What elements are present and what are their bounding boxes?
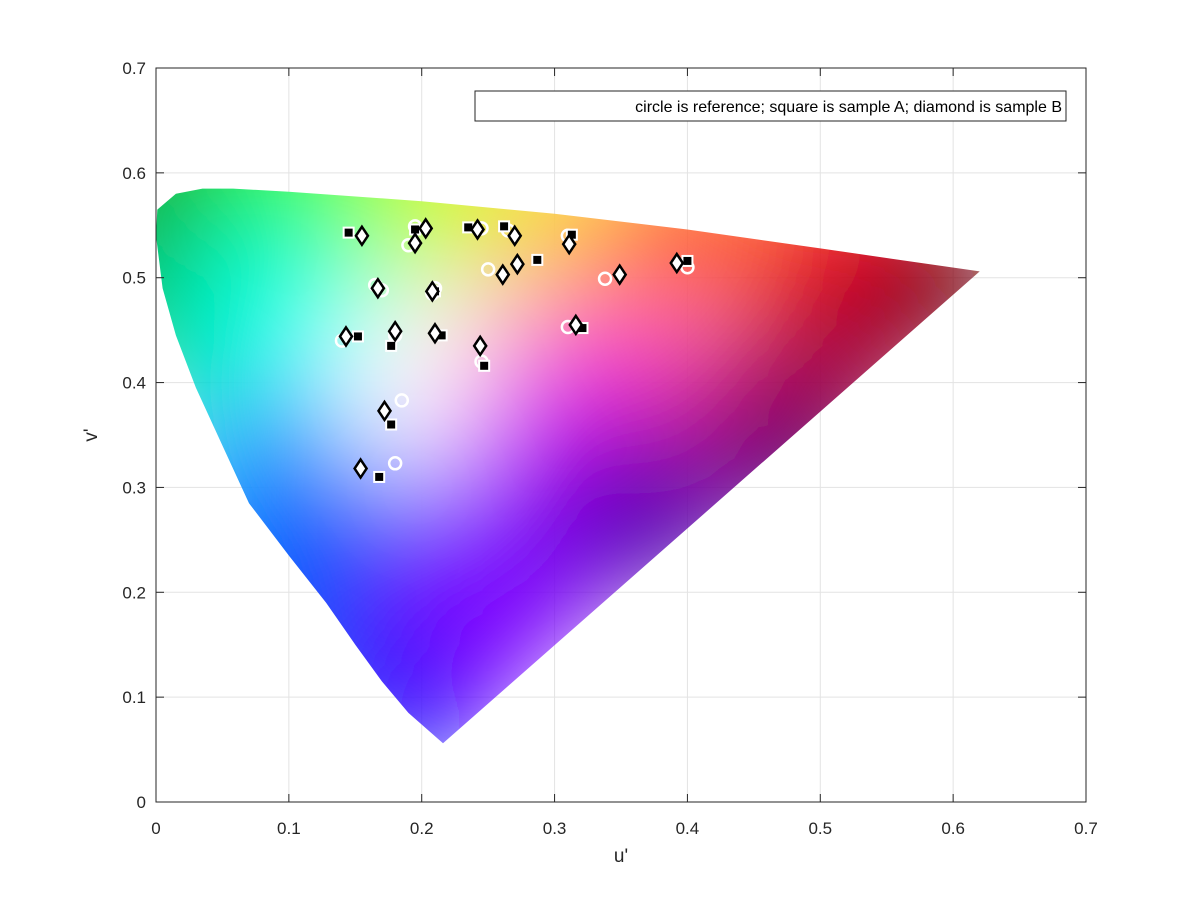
reference-circle-marker bbox=[597, 271, 613, 287]
reference-circle-marker bbox=[480, 262, 496, 277]
y-tick-label: 0.4 bbox=[122, 374, 146, 393]
x-tick-label: 0.6 bbox=[941, 819, 965, 838]
y-tick-label: 0.3 bbox=[122, 478, 146, 497]
sample-b-diamond-marker bbox=[427, 322, 443, 345]
sample-b-diamond-marker bbox=[338, 325, 354, 348]
sample-b-diamond-marker bbox=[470, 218, 486, 241]
axes-box bbox=[155, 67, 1087, 803]
sample-b-diamond-marker bbox=[418, 217, 434, 240]
sample-a-square-marker bbox=[385, 339, 398, 352]
sample-a-square-marker bbox=[478, 359, 491, 372]
axes: 0 0.1 0.2 0.3 0.4 0.5 0.6 0.7 0 0.1 0.2 0.3 0.4 0.5 0.… bbox=[122, 59, 1097, 838]
x-tick-label: 0.1 bbox=[277, 819, 301, 838]
y-tick-label: 0.1 bbox=[122, 688, 146, 707]
sample-b-diamond-marker bbox=[387, 319, 403, 343]
sample-b-diamond-marker bbox=[353, 457, 369, 480]
sample-b-diamond-marker bbox=[495, 263, 511, 286]
sample-b-diamond-marker bbox=[561, 232, 577, 256]
data-markers bbox=[334, 217, 695, 483]
sample-b-diamond-marker bbox=[424, 280, 440, 303]
sample-b-diamond-marker bbox=[507, 224, 523, 248]
sample-b-diamond-marker bbox=[377, 399, 393, 423]
sample-a-square-marker bbox=[681, 254, 694, 267]
sample-b-diamond-marker bbox=[568, 313, 584, 337]
y-axis-label: v' bbox=[81, 428, 102, 441]
legend: circle is reference; square is sample A;… bbox=[474, 90, 1067, 122]
y-tick-label: 0.5 bbox=[122, 269, 146, 288]
sample-b-diamond-marker bbox=[472, 334, 488, 358]
sample-a-square-marker bbox=[351, 330, 364, 343]
y-tick-label: 0.6 bbox=[122, 164, 146, 183]
legend-text: circle is reference; square is sample A;… bbox=[635, 99, 1062, 116]
x-tick-label: 0.5 bbox=[808, 819, 832, 838]
sample-b-diamond-marker bbox=[407, 231, 423, 255]
x-tick-label: 0 bbox=[151, 819, 160, 838]
gamut-color-blob bbox=[378, 471, 599, 692]
sample-b-diamond-marker bbox=[669, 251, 685, 275]
legend-box bbox=[474, 90, 1067, 122]
y-tick-label: 0.2 bbox=[122, 583, 146, 602]
x-tick-label: 0.2 bbox=[410, 819, 434, 838]
sample-a-square-marker bbox=[498, 220, 511, 233]
x-tick-label: 0.7 bbox=[1074, 819, 1098, 838]
sample-b-diamond-marker bbox=[354, 224, 370, 248]
y-tick-label: 0 bbox=[137, 793, 146, 812]
x-axis-label: u' bbox=[614, 846, 628, 867]
sample-b-diamond-marker bbox=[509, 252, 525, 276]
x-tick-label: 0.4 bbox=[676, 819, 700, 838]
reference-circle-marker bbox=[387, 456, 403, 471]
sample-b-diamond-marker bbox=[370, 276, 386, 300]
y-tick-label: 0.7 bbox=[122, 59, 146, 78]
sample-a-square-marker bbox=[385, 418, 398, 431]
sample-a-square-marker bbox=[373, 470, 386, 483]
sample-b-diamond-marker bbox=[612, 263, 628, 286]
x-tick-label: 0.3 bbox=[543, 819, 567, 838]
sample-a-square-marker bbox=[342, 226, 355, 239]
sample-a-square-marker bbox=[531, 253, 544, 266]
reference-circle-marker bbox=[394, 393, 410, 408]
